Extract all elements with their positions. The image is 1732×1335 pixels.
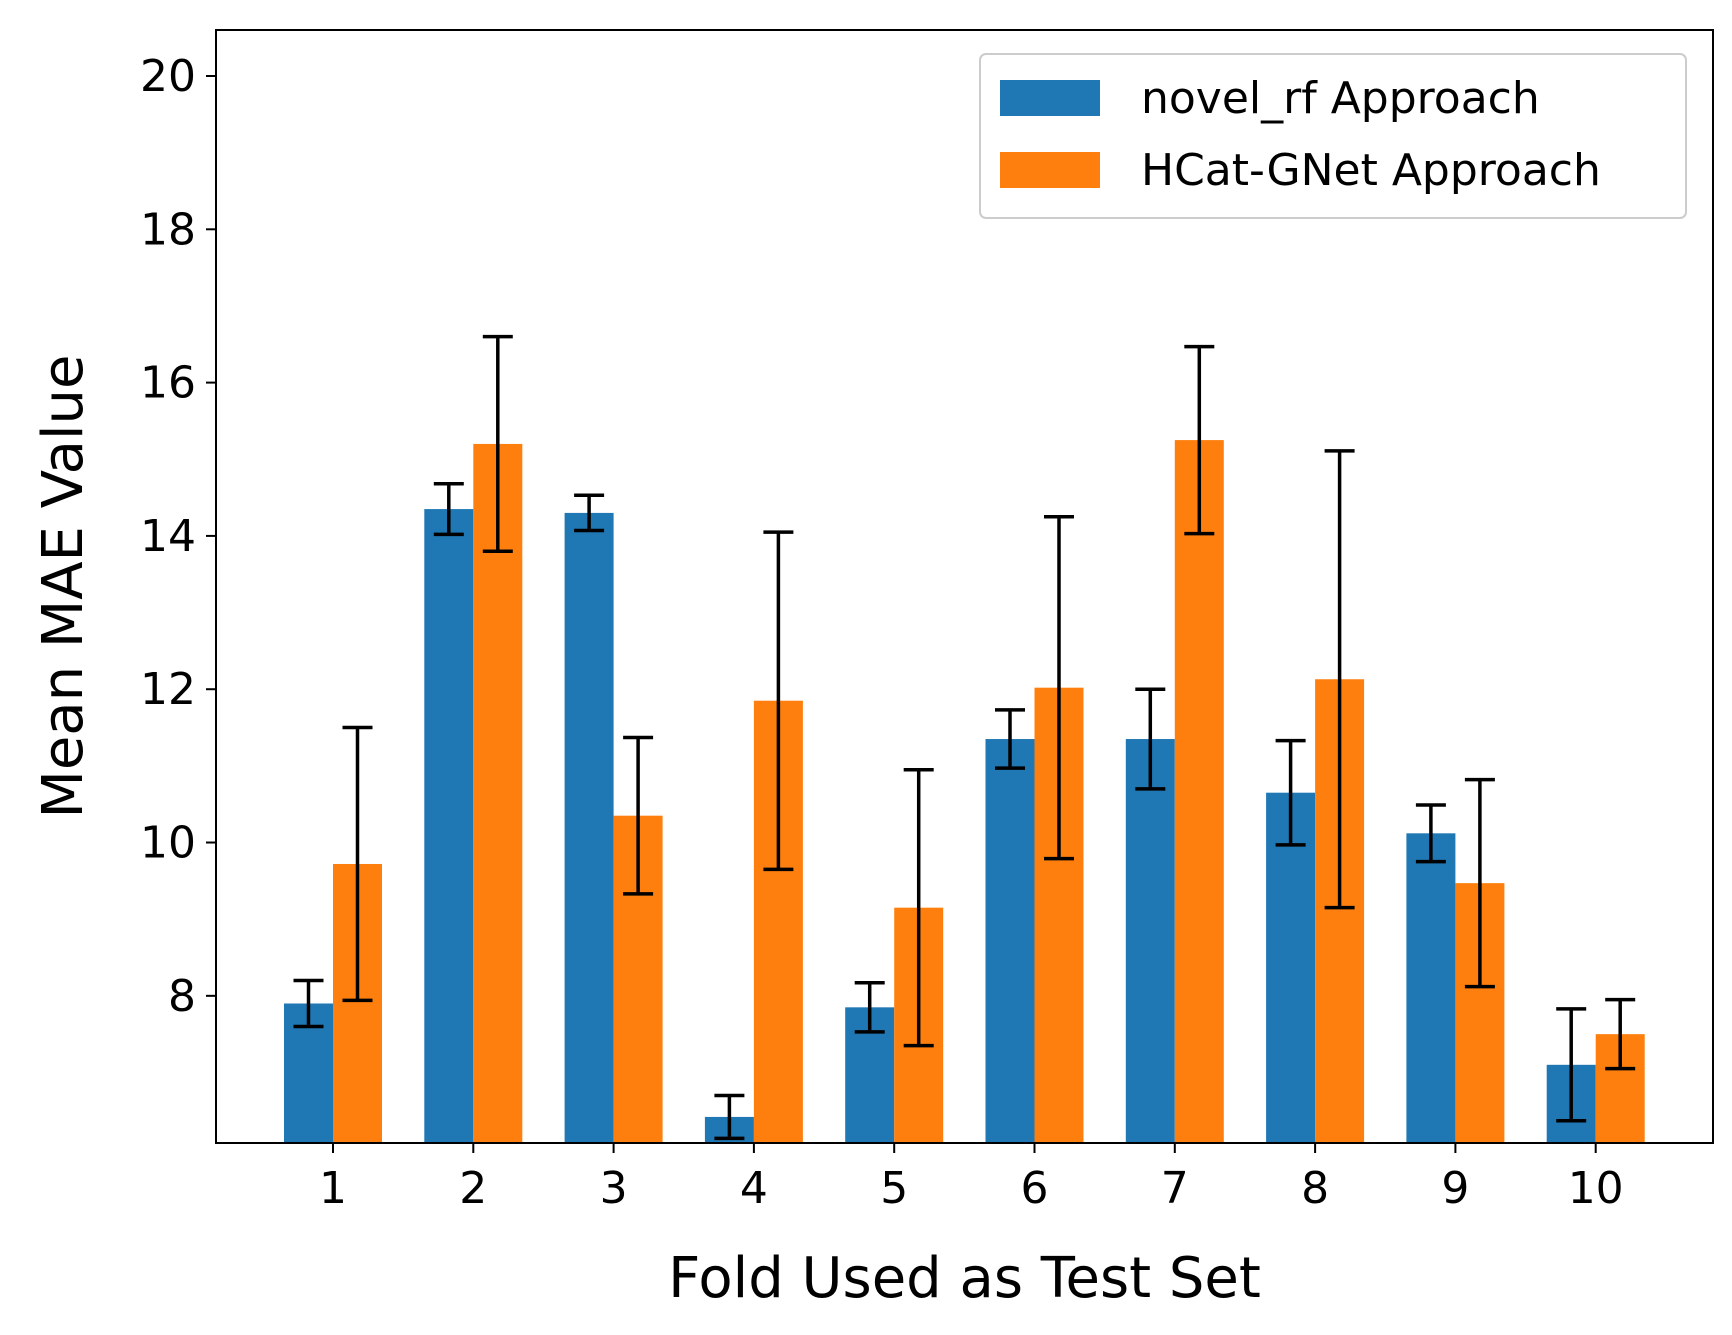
error-bar-series2-fold-3 [623,735,654,896]
error-bar-series2-fold-4 [763,530,794,872]
error-bar-series2-fold-6 [1044,514,1074,861]
bar-series2-fold-2 [473,443,523,1143]
x-tick-label-4: 4 [740,1163,768,1214]
error-bar-series2-fold-7 [1184,344,1215,536]
error-bar-series1-fold-6 [995,708,1025,770]
error-bar-series2-fold-5 [903,767,934,1048]
x-tick-label-10: 10 [1568,1163,1624,1214]
error-bar-series1-fold-8 [1275,738,1306,847]
x-axis: 1 2 3 4 5 6 7 8 9 10 [319,1143,1624,1214]
bar-series1-fold-8 [1266,792,1316,1143]
x-tick-label-1: 1 [319,1163,347,1214]
y-tick-label-20: 20 [140,51,196,102]
bar-series1-fold-9 [1406,833,1456,1143]
x-tick-label-6: 6 [1021,1163,1049,1214]
error-bar-series1-fold-10 [1556,1007,1587,1123]
x-tick-label-9: 9 [1441,1163,1469,1214]
error-bar-series2-fold-2 [482,334,513,553]
y-axis: 8 10 12 14 16 18 20 [140,51,216,1022]
error-bar-series1-fold-1 [293,978,324,1029]
legend-label-novel-rf: novel_rf Approach [1141,73,1540,124]
x-tick-label-5: 5 [880,1163,908,1214]
x-tick-label-7: 7 [1161,1163,1189,1214]
bar-series2-fold-7 [1174,440,1224,1143]
legend-label-hcat-gnet: HCat-GNet Approach [1141,145,1601,196]
bar-series1-fold-2 [424,509,474,1143]
x-tick-label-3: 3 [600,1163,628,1214]
y-tick-label-12: 12 [140,664,196,715]
error-bar-series2-fold-8 [1324,449,1355,910]
error-bar-series1-fold-9 [1415,803,1446,864]
bars-layer [284,440,1645,1143]
legend-swatch-hcat-gnet [1000,152,1100,188]
error-bar-series1-fold-3 [574,493,605,533]
error-bar-series2-fold-9 [1464,777,1495,989]
legend: novel_rf Approach HCat-GNet Approach [979,53,1687,219]
y-tick-label-18: 18 [140,204,196,255]
x-tick-label-8: 8 [1301,1163,1329,1214]
error-bar-series1-fold-4 [714,1093,745,1141]
legend-frame [979,53,1687,219]
y-tick-label-10: 10 [140,818,196,869]
error-bar-series1-fold-5 [854,981,885,1034]
error-bar-series1-fold-2 [433,482,464,537]
plot-frame [215,29,1714,1144]
error-bars-layer [293,334,1636,1141]
y-axis-label: Mean MAE Value [31,355,96,819]
x-axis-label: Fold Used as Test Set [668,1246,1261,1311]
y-tick-label-8: 8 [168,971,196,1022]
error-bar-series2-fold-10 [1605,997,1636,1071]
x-tick-label-2: 2 [459,1163,487,1214]
bar-series1-fold-7 [1125,739,1175,1143]
error-bar-series1-fold-7 [1135,687,1166,791]
legend-swatch-novel-rf [1000,80,1100,116]
y-tick-label-16: 16 [140,358,196,409]
bar-series1-fold-3 [564,512,614,1143]
error-bar-series2-fold-1 [342,725,373,1003]
bar-series1-fold-6 [985,739,1035,1143]
y-tick-label-14: 14 [140,511,196,562]
